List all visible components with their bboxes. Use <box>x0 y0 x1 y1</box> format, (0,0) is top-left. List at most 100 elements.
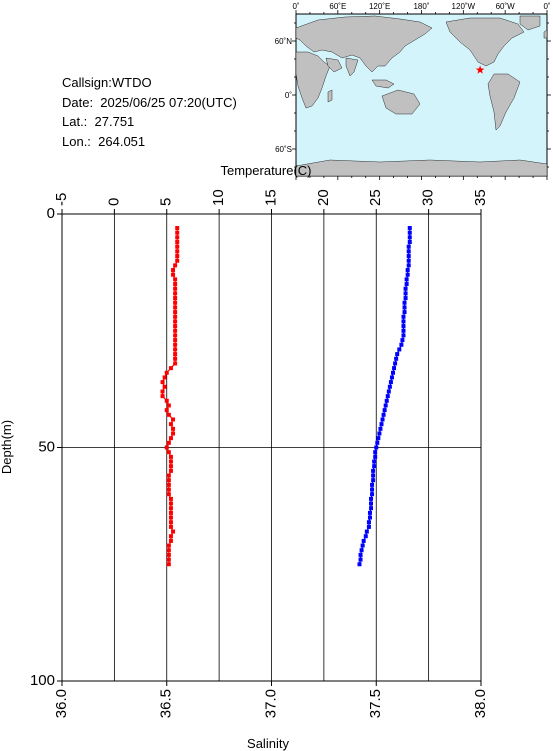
temperature-point <box>379 422 384 427</box>
temperature-point <box>385 394 390 399</box>
salinity-point <box>166 412 171 417</box>
temperature-tick-label: 35 <box>472 189 489 206</box>
salinity-point <box>173 361 178 366</box>
salinity-point <box>168 366 173 371</box>
temperature-point <box>380 417 385 422</box>
salinity-point <box>171 529 176 534</box>
salinity-point <box>168 496 173 501</box>
temperature-point <box>384 398 389 403</box>
salinity-tick-label: 36.5 <box>158 689 175 718</box>
salinity-point <box>173 338 178 343</box>
salinity-point <box>168 422 173 427</box>
temperature-axis-ticks: -5 0 5 10 15 20 25 30 35 <box>53 189 489 214</box>
salinity-point <box>175 226 180 231</box>
temperature-point <box>401 328 406 333</box>
temperature-point <box>360 543 365 548</box>
lat-label-60n: 60˚N <box>275 37 293 46</box>
salinity-point <box>166 548 171 553</box>
salinity-point <box>168 459 173 464</box>
station-info: Callsign:WTDO Date: 2025/06/25 07:20(UTC… <box>62 73 237 151</box>
lon-label-60e: 60˚E <box>329 2 346 11</box>
land-greenland <box>519 15 541 31</box>
temperature-point <box>382 408 387 413</box>
salinity-point <box>173 300 178 305</box>
temperature-point <box>406 244 411 249</box>
temperature-point <box>402 300 407 305</box>
salinity-point <box>166 450 171 455</box>
temperature-point <box>394 356 399 361</box>
lon-label-120w: 120˚W <box>452 2 476 11</box>
salinity-point <box>175 240 180 245</box>
temperature-point <box>401 314 406 319</box>
salinity-point <box>160 389 165 394</box>
salinity-point <box>171 431 176 436</box>
salinity-point <box>164 370 169 375</box>
temperature-point <box>381 412 386 417</box>
latitude-text: Lat.: 27.751 <box>62 114 135 129</box>
salinity-axis-label: Salinity <box>247 736 289 751</box>
temperature-point <box>406 249 411 254</box>
salinity-series <box>160 226 180 567</box>
temperature-point <box>404 277 409 282</box>
temperature-point <box>364 529 369 534</box>
temperature-series <box>357 226 412 567</box>
salinity-point <box>173 305 178 310</box>
temperature-point <box>392 366 397 371</box>
temperature-point <box>369 501 374 506</box>
callsign-text: Callsign:WTDO <box>62 75 152 90</box>
salinity-point <box>168 510 173 515</box>
salinity-point <box>175 254 180 259</box>
temperature-point <box>361 538 366 543</box>
temperature-point <box>375 440 380 445</box>
lat-label-0: 0˚ <box>285 91 292 100</box>
salinity-point <box>166 473 171 478</box>
temperature-point <box>371 473 376 478</box>
temperature-point <box>407 230 412 235</box>
salinity-point <box>173 296 178 301</box>
longitude-text: Lon.: 264.051 <box>62 133 146 149</box>
map-longitude-labels: 0˚ 60˚E 120˚E 180˚ 120˚W 60˚W 0˚ <box>292 2 550 11</box>
temperature-point <box>371 478 376 483</box>
salinity-point <box>166 482 171 487</box>
salinity-point <box>166 487 171 492</box>
temperature-tick-label: 0 <box>105 198 122 206</box>
temperature-point <box>387 384 392 389</box>
salinity-point <box>175 235 180 240</box>
temperature-point <box>400 338 405 343</box>
temperature-point <box>370 487 375 492</box>
temperature-point <box>363 534 368 539</box>
land-uk <box>543 29 548 39</box>
temperature-point <box>383 403 388 408</box>
temperature-tick-label: 30 <box>420 189 437 206</box>
temperature-point <box>399 342 404 347</box>
temperature-point <box>377 431 382 436</box>
depth-tick-label: 0 <box>47 205 55 222</box>
salinity-point <box>168 506 173 511</box>
salinity-point <box>173 282 178 287</box>
salinity-point <box>173 277 178 282</box>
temperature-point <box>388 380 393 385</box>
temperature-point <box>359 548 364 553</box>
land-indonesia <box>371 79 395 89</box>
temperature-point <box>367 515 372 520</box>
salinity-point <box>173 328 178 333</box>
map-latitude-labels: 60˚N 0˚ 60˚S <box>275 37 293 154</box>
depth-axis-label: Depth(m) <box>0 420 14 474</box>
salinity-point <box>173 310 178 315</box>
temperature-point <box>397 347 402 352</box>
salinity-point <box>173 356 178 361</box>
salinity-tick-label: 36.0 <box>53 689 70 718</box>
temperature-tick-label: -5 <box>53 193 70 206</box>
temperature-point <box>386 389 391 394</box>
temperature-point <box>358 557 363 562</box>
lon-label-60w: 60˚W <box>496 2 516 11</box>
salinity-point <box>173 342 178 347</box>
temperature-tick-label: 20 <box>315 189 332 206</box>
temperature-line <box>358 228 411 565</box>
salinity-point <box>173 324 178 329</box>
salinity-point <box>168 534 173 539</box>
map-land <box>295 15 548 177</box>
station-star-marker <box>475 65 485 74</box>
salinity-point <box>162 375 167 380</box>
